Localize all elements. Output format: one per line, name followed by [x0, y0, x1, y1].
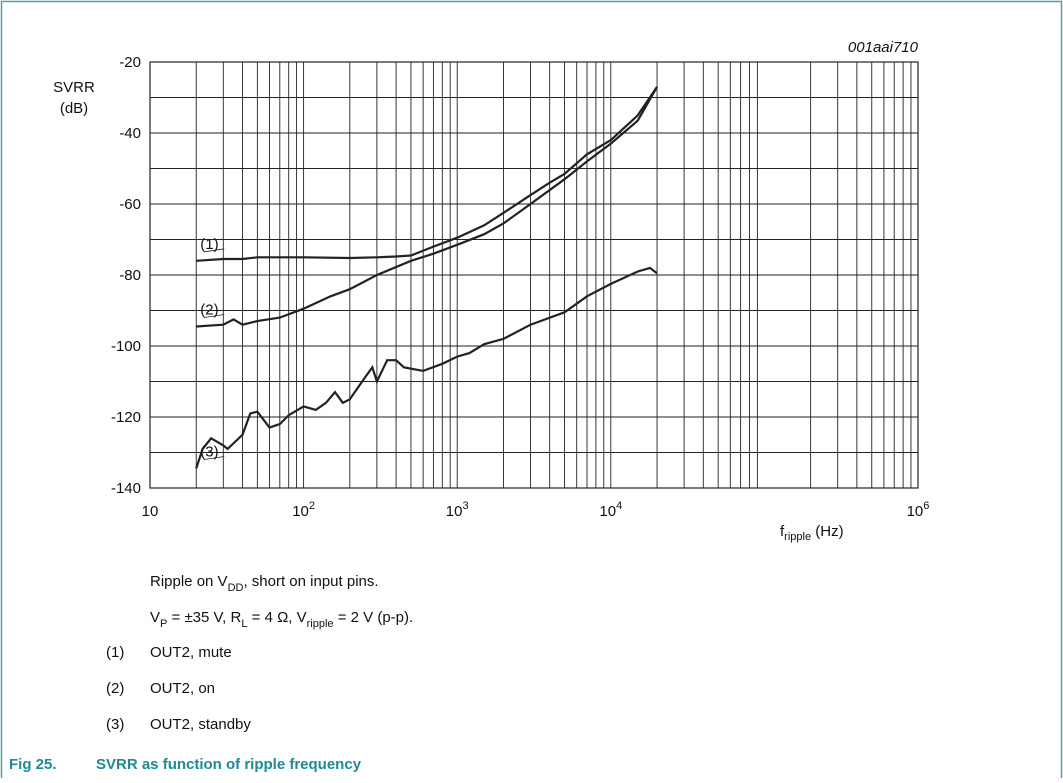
y-tick-label: -80 [119, 267, 141, 284]
x-tick-label: 102 [292, 500, 315, 520]
y-tick-label: -40 [119, 125, 141, 142]
x-tick-label: 10 [142, 503, 159, 520]
note-sub: ripple [307, 618, 334, 630]
legend-label: (1) [106, 644, 124, 661]
curve-label: (3) [200, 443, 218, 460]
note-text: Ripple on V [150, 573, 228, 590]
y-tick-label: -100 [111, 338, 141, 355]
note-text: = 4 Ω, V [247, 609, 306, 626]
y-tick-label: -120 [111, 409, 141, 426]
curve-label: (1) [200, 236, 218, 253]
y-axis-label: SVRR [53, 79, 95, 96]
note-sub: P [160, 618, 167, 630]
caption-number: Fig 25. [9, 756, 57, 773]
note-sub: DD [228, 582, 244, 594]
x-tick-exponent: 6 [923, 500, 929, 512]
note: VP = ±35 V, RL = 4 Ω, Vripple = 2 V (p-p… [150, 609, 413, 630]
note-text: V [150, 609, 160, 626]
plot-border [149, 61, 919, 489]
note-text: = 2 V (p-p). [334, 609, 414, 626]
x-tick-exponent: 2 [309, 500, 315, 512]
x-tick-exponent: 3 [462, 500, 468, 512]
x-label-part: (Hz) [811, 523, 844, 540]
x-tick-label: 103 [446, 500, 469, 520]
label-leader [204, 456, 225, 460]
figure-code: 001aai710 [848, 39, 919, 56]
y-axis-label: (dB) [60, 100, 88, 117]
x-tick-label: 104 [599, 500, 622, 520]
legend-text: OUT2, on [150, 680, 215, 697]
y-tick-label: -60 [119, 196, 141, 213]
x-tick-base: 10 [599, 503, 616, 520]
x-label-sub: ripple [784, 531, 811, 543]
x-tick-base: 10 [446, 503, 463, 520]
plot: (1) (2) (3) [149, 61, 919, 489]
label-leader [204, 314, 225, 318]
caption-title: SVRR as function of ripple frequency [96, 756, 362, 773]
annotations: Ripple on VDD, short on input pins. VP = … [9, 573, 413, 773]
series-line [195, 266, 658, 469]
y-tick-label: -20 [119, 54, 141, 71]
x-tick-label: 106 [907, 500, 930, 520]
curve-label: (2) [200, 301, 218, 318]
legend-text: OUT2, mute [150, 644, 232, 661]
y-tick-label: -140 [111, 480, 141, 497]
label-leader [204, 248, 225, 253]
legend-label: (2) [106, 680, 124, 697]
note-sub: L [241, 618, 247, 630]
series-line [196, 86, 658, 262]
legend-label: (3) [106, 716, 124, 733]
x-tick-base: 10 [292, 503, 309, 520]
x-label-part: f [780, 523, 785, 540]
x-tick-exponent: 4 [616, 500, 622, 512]
series-line [196, 86, 658, 328]
note: Ripple on VDD, short on input pins. [150, 573, 379, 594]
legend-text: OUT2, standby [150, 716, 251, 733]
note-text: , short on input pins. [243, 573, 378, 590]
x-axis-label: fripple (Hz) [780, 523, 844, 543]
note-text: = ±35 V, R [167, 609, 241, 626]
x-tick-base: 10 [907, 503, 924, 520]
